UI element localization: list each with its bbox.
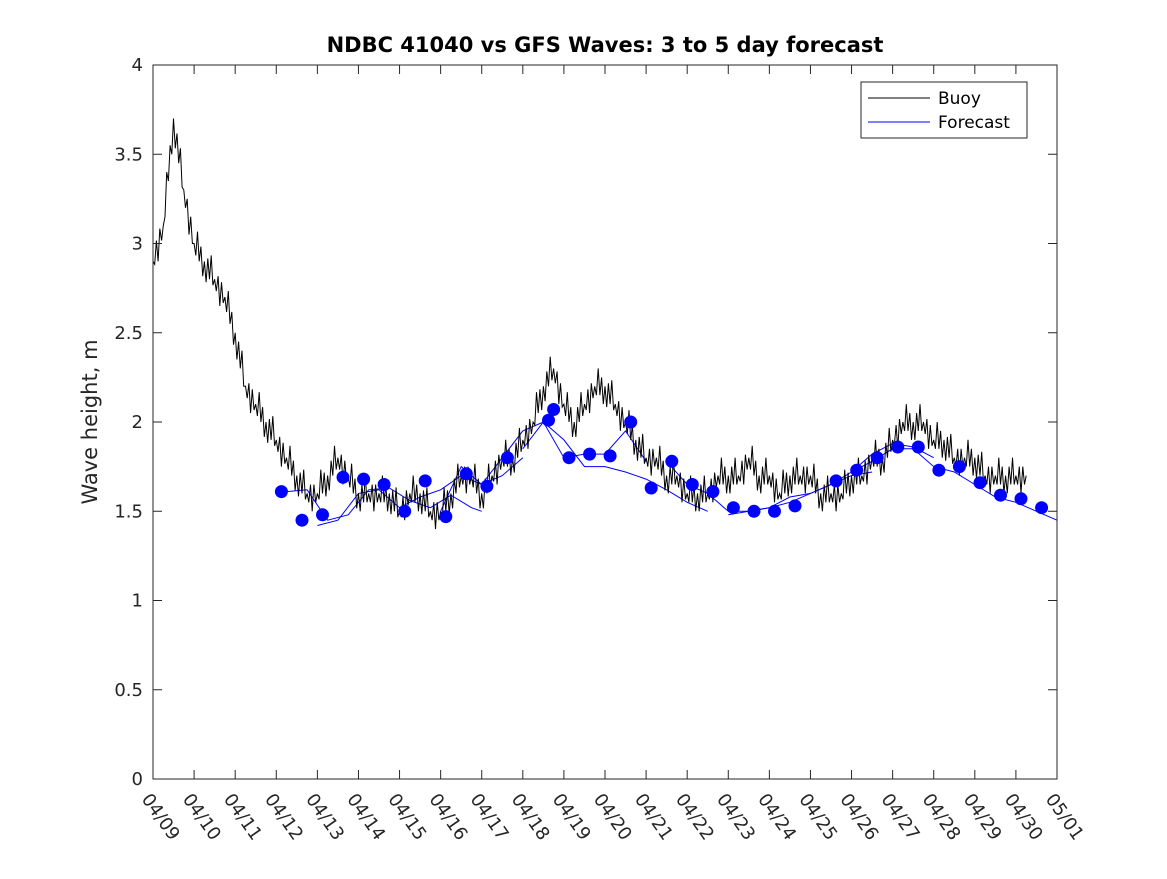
forecast-marker — [295, 513, 309, 527]
legend-forecast-label: Forecast — [938, 113, 1010, 133]
y-tick-label: 2.5 — [114, 323, 143, 344]
forecast-marker — [911, 440, 925, 454]
legend-buoy-label: Buoy — [938, 89, 981, 109]
y-tick-label: 3 — [132, 234, 143, 255]
forecast-marker — [547, 403, 561, 416]
y-axis-label: Wave height, m — [78, 339, 102, 504]
legend: Buoy Forecast — [860, 81, 1028, 139]
forecast-marker — [891, 440, 905, 454]
forecast-marker — [624, 415, 638, 429]
forecast-marker — [932, 463, 946, 477]
chart-title: NDBC 41040 vs GFS Waves: 3 to 5 day fore… — [327, 33, 884, 57]
forecast-marker — [706, 485, 720, 499]
forecast-marker — [336, 470, 350, 484]
y-tick-label: 1.5 — [114, 501, 143, 522]
forecast-marker — [1035, 501, 1049, 515]
forecast-marker — [398, 504, 412, 518]
forecast-marker — [788, 499, 802, 513]
y-tick-label: 0 — [132, 769, 143, 790]
forecast-marker — [829, 474, 843, 488]
y-tick-label: 0.5 — [114, 680, 143, 701]
forecast-marker — [952, 460, 966, 474]
forecast-marker — [583, 447, 597, 461]
y-tick-label: 4 — [132, 55, 143, 76]
forecast-marker — [459, 467, 473, 481]
buoy-line — [152, 118, 1027, 530]
forecast-marker — [685, 478, 699, 491]
forecast-marker — [357, 472, 371, 486]
y-tick-label: 3.5 — [114, 144, 143, 165]
forecast-marker — [377, 478, 391, 491]
y-tick-label: 1 — [132, 591, 143, 612]
forecast-marker — [973, 476, 987, 490]
forecast-markers — [274, 403, 1049, 527]
forecast-run-line — [522, 421, 708, 512]
forecast-marker — [480, 479, 494, 493]
forecast-marker — [316, 508, 329, 522]
legend-box — [860, 81, 1028, 139]
y-tick-label: 2 — [132, 412, 143, 433]
forecast-marker — [542, 413, 555, 427]
forecast-marker — [665, 454, 679, 468]
buoy-series-line — [152, 118, 1027, 530]
plot-area — [153, 65, 1057, 779]
forecast-marker — [726, 501, 740, 515]
forecast-marker — [994, 488, 1007, 502]
forecast-marker — [274, 485, 288, 499]
forecast-marker — [850, 463, 864, 477]
forecast-marker — [562, 451, 576, 465]
y-axis: 0 0.5 1 1.5 2 2.5 3 3.5 4 — [114, 55, 1057, 790]
forecast-marker — [870, 451, 884, 465]
forecast-marker — [768, 504, 781, 518]
forecast-marker — [747, 504, 761, 518]
forecast-marker — [439, 510, 453, 524]
forecast-marker — [1014, 492, 1028, 506]
forecast-marker — [418, 474, 432, 488]
forecast-marker — [500, 451, 514, 465]
forecast-marker — [644, 481, 658, 495]
forecast-run-line — [851, 448, 1058, 521]
forecast-marker — [603, 449, 617, 463]
